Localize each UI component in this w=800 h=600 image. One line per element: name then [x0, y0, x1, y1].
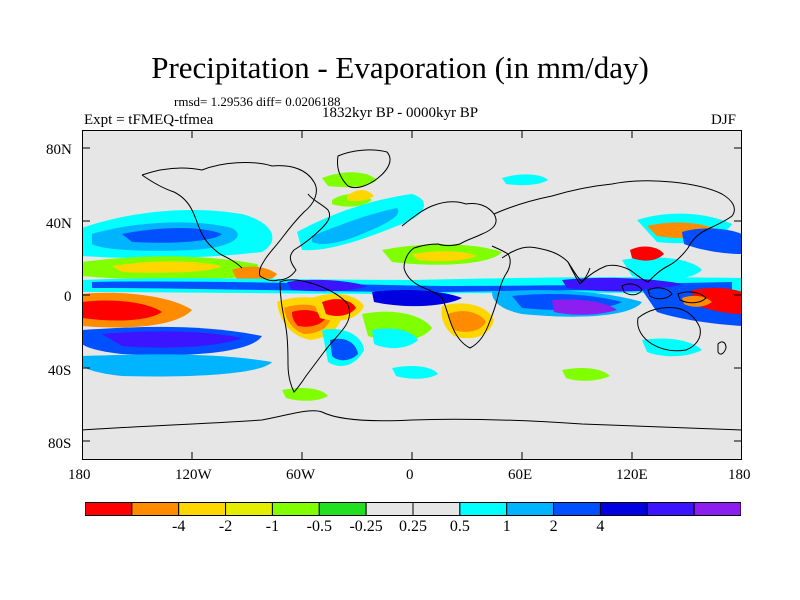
lon-label-60e: 60E	[508, 467, 533, 483]
colorbar-label: -2	[218, 518, 233, 535]
axis-ticks	[82, 130, 742, 460]
lon-label-120w: 120W	[175, 467, 212, 483]
colorbar-label: -4	[172, 518, 186, 535]
pe-map	[82, 130, 742, 460]
season-label: DJF	[711, 112, 737, 128]
colorbar-label: -1	[265, 518, 280, 535]
colorbar-box	[365, 502, 414, 516]
colorbar-box	[225, 502, 273, 516]
colorbar-box	[553, 502, 601, 516]
experiment-label: Expt = tFMEQ-tfmea	[84, 112, 214, 128]
colorbar-box	[459, 502, 508, 516]
colorbar-box	[178, 502, 227, 516]
field-layer	[82, 172, 742, 401]
lat-label-80n: 80N	[46, 142, 72, 158]
colorbar-label: 2	[549, 518, 558, 535]
colorbar	[85, 502, 741, 516]
colorbar-label: 4	[596, 518, 605, 535]
colorbar-box	[271, 502, 320, 516]
colorbar-label: -0.25	[349, 518, 383, 535]
colorbar-box	[131, 502, 180, 516]
lat-label-40s: 40S	[48, 363, 72, 379]
colorbar-box	[85, 502, 133, 516]
colorbar-box	[646, 502, 695, 516]
lon-label-60w: 60W	[286, 467, 316, 483]
stats-subtitle: rmsd= 1.29536 diff= 0.0206188	[174, 94, 341, 109]
chart-title: Precipitation - Evaporation (in mm/day)	[151, 50, 649, 85]
lon-label-180w: 180	[68, 467, 91, 483]
lon-label-180e: 180	[728, 467, 751, 483]
lat-label-80s: 80S	[48, 436, 72, 452]
colorbar-box	[693, 502, 741, 516]
coastlines	[82, 149, 742, 431]
colorbar-label: 1	[502, 518, 511, 535]
colorbar-label: 0.25	[399, 518, 427, 535]
colorbar-label: -0.5	[306, 518, 332, 535]
lon-label-0: 0	[406, 467, 414, 483]
colorbar-box	[599, 502, 648, 516]
period-subtitle: 1832kyr BP - 0000kyr BP	[322, 105, 479, 121]
colorbar-label: 0.5	[449, 518, 470, 535]
colorbar-box	[506, 502, 555, 516]
lat-label-eq: 0	[64, 289, 72, 305]
colorbar-box	[412, 502, 461, 516]
lat-label-40n: 40N	[46, 216, 72, 232]
lon-label-120e: 120E	[616, 467, 648, 483]
colorbar-box	[318, 502, 367, 516]
